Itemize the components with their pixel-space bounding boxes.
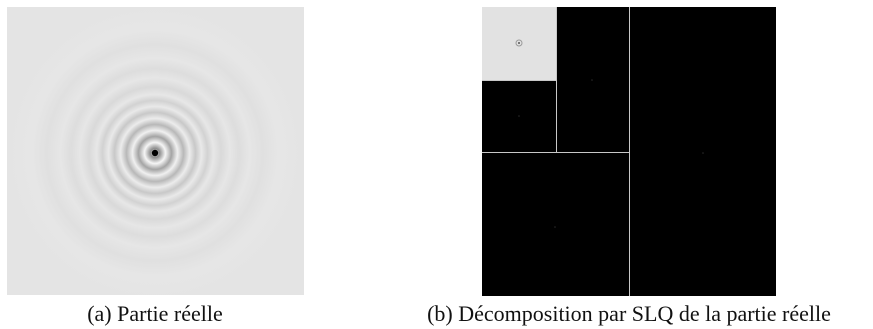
block-dot bbox=[702, 152, 704, 154]
slq-blocks-plot bbox=[482, 7, 776, 296]
real-part-rings-plot bbox=[7, 7, 304, 295]
center-point bbox=[151, 149, 159, 157]
slq-decomposition-image bbox=[482, 7, 776, 296]
block-dot bbox=[591, 79, 593, 81]
block-ring-marker bbox=[515, 39, 523, 47]
real-part-image bbox=[7, 7, 304, 295]
block-dot bbox=[554, 226, 556, 228]
block-center-marker bbox=[518, 42, 520, 44]
block-dot bbox=[518, 115, 520, 117]
caption-slq-decomposition: (b) Décomposition par SLQ de la partie r… bbox=[427, 301, 831, 326]
caption-real-part: (a) Partie réelle bbox=[87, 301, 223, 326]
